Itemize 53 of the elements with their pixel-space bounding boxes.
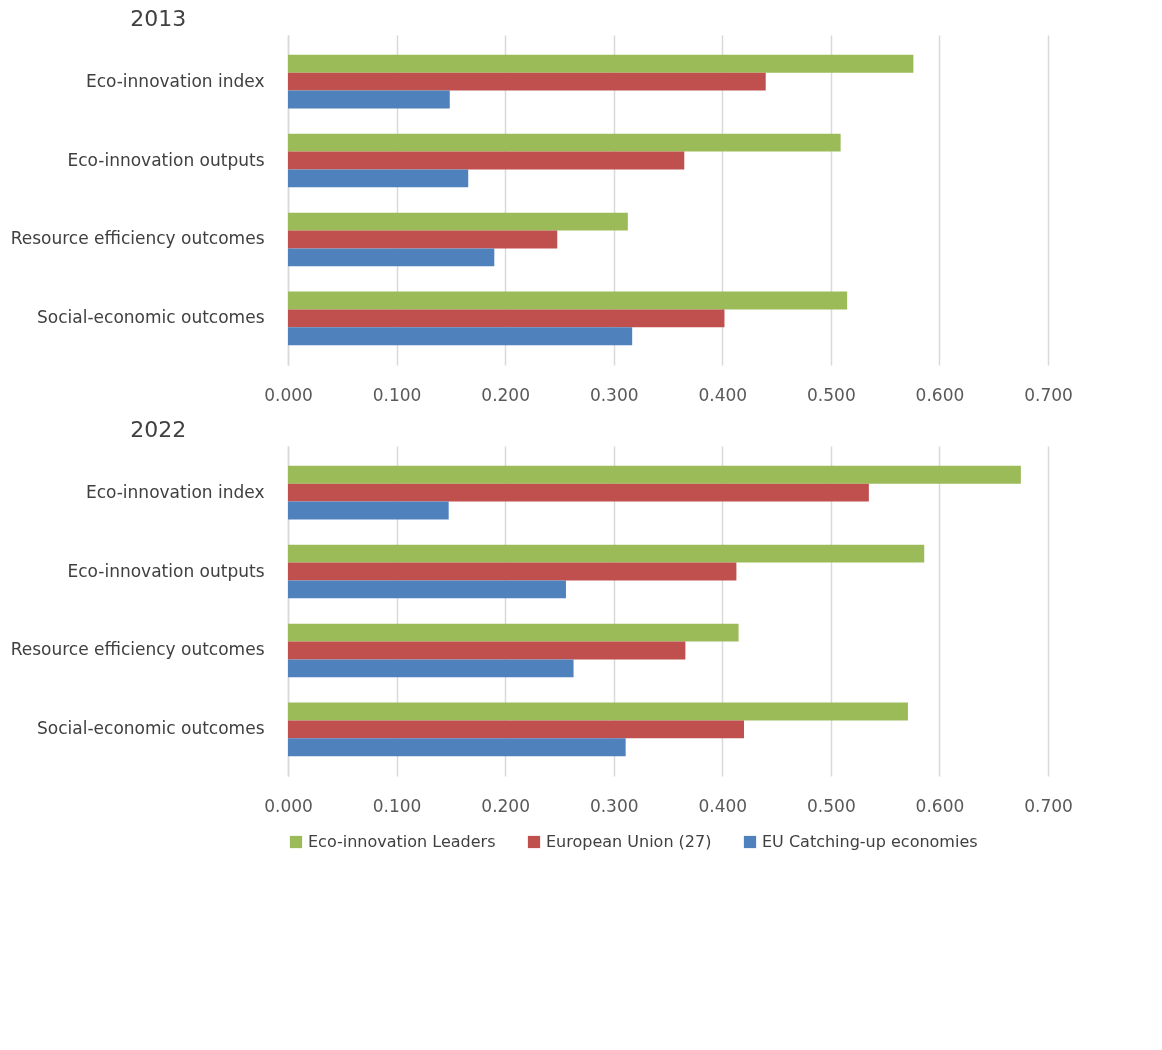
x-tick-label: 0.500 (807, 384, 856, 405)
y-tick-label: Resource efficiency outcomes (10, 639, 265, 660)
bar (288, 291, 848, 310)
x-tick-label: 0.700 (1024, 384, 1073, 405)
chart-title: 2013 (130, 6, 187, 31)
bar (288, 641, 686, 660)
bar (288, 562, 737, 581)
y-tick-label: Eco-innovation outputs (67, 560, 265, 581)
x-tick-label: 0.200 (481, 384, 530, 405)
y-tick-label: Social-economic outcomes (37, 307, 265, 328)
bar (288, 169, 469, 188)
bar (288, 623, 739, 642)
chart-title: 2022 (130, 417, 187, 442)
bar (288, 90, 450, 109)
bar (288, 659, 574, 678)
bar (288, 54, 914, 73)
y-tick-label: Eco-innovation index (85, 481, 265, 502)
x-tick-label: 0.400 (698, 795, 748, 816)
bar (288, 151, 685, 170)
bar (288, 720, 744, 739)
y-tick-label: Social-economic outcomes (37, 718, 265, 739)
legend-label: Eco-innovation Leaders (308, 832, 496, 851)
y-tick-label: Resource efficiency outcomes (10, 228, 265, 249)
bar (288, 327, 633, 346)
y-tick-label: Eco-innovation index (85, 70, 265, 91)
bar (288, 483, 869, 502)
x-tick-label: 0.600 (915, 795, 965, 816)
x-tick-label: 0.300 (589, 384, 639, 405)
x-tick-label: 0.500 (807, 795, 856, 816)
legend-label: EU Catching-up economies (762, 832, 978, 851)
x-tick-label: 0.400 (698, 384, 748, 405)
y-tick-label: Eco-innovation outputs (67, 149, 265, 170)
bar (288, 465, 1021, 484)
bar (288, 702, 908, 721)
bar (288, 309, 725, 328)
bar (288, 738, 626, 757)
bar (288, 248, 495, 267)
x-tick-label: 0.700 (1024, 795, 1073, 816)
x-tick-label: 0.000 (264, 384, 313, 405)
legend-label: European Union (27) (546, 832, 712, 851)
x-tick-label: 0.100 (372, 795, 422, 816)
x-tick-label: 0.000 (264, 795, 313, 816)
x-tick-label: 0.300 (589, 795, 639, 816)
bar (288, 212, 628, 231)
bar (288, 230, 558, 249)
x-tick-label: 0.100 (372, 384, 422, 405)
bar (288, 133, 841, 152)
bar (288, 72, 766, 91)
x-tick-label: 0.200 (481, 795, 530, 816)
bar (288, 501, 449, 520)
x-tick-label: 0.600 (915, 384, 965, 405)
bar (288, 580, 566, 599)
bar (288, 544, 925, 563)
